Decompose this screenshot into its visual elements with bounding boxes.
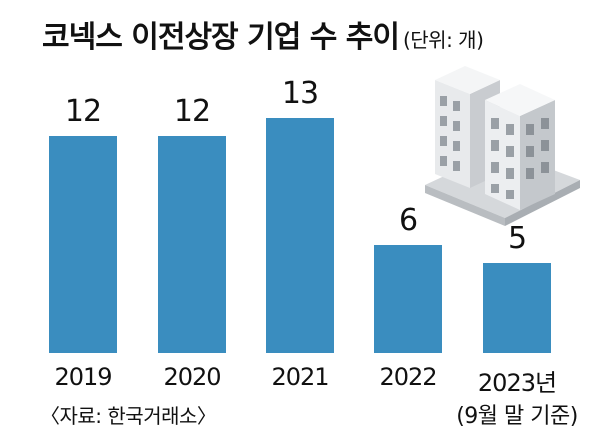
bar-2020 xyxy=(158,136,226,353)
tower-front-front xyxy=(485,100,520,210)
category-label: 2020 xyxy=(163,363,221,391)
source-note: 〈자료: 한국거래소〉 xyxy=(40,404,217,428)
tower-back-roof xyxy=(435,66,500,94)
category-label: 2022 xyxy=(379,363,437,391)
bar-2021 xyxy=(266,118,334,353)
ground-slab-edge xyxy=(425,185,505,226)
category-label: 2021 xyxy=(271,363,329,391)
bar-2019 xyxy=(49,136,117,353)
category-label: 2023년 xyxy=(477,369,557,397)
value-label: 6 xyxy=(398,202,418,238)
tower-front-side xyxy=(520,100,555,210)
category-note: (9월 말 기준) xyxy=(456,404,578,429)
ground-slab-edge-right xyxy=(505,180,580,226)
value-label: 5 xyxy=(507,220,527,256)
unit-label: (단위: 개) xyxy=(402,28,484,52)
value-label: 12 xyxy=(173,94,211,130)
tower-front-side-windows xyxy=(526,118,549,179)
tower-front-windows xyxy=(491,118,514,199)
tower-back-windows xyxy=(440,96,460,171)
value-label: 12 xyxy=(64,94,102,130)
office-buildings-icon xyxy=(425,66,580,226)
bar-2023년 xyxy=(483,262,551,353)
tower-front-roof xyxy=(485,84,555,116)
chart-title: 코넥스 이전상장 기업 수 추이 (단위: 개) xyxy=(42,20,484,55)
category-label: 2019 xyxy=(54,363,112,391)
bar-2022 xyxy=(374,244,442,353)
value-label: 13 xyxy=(281,76,319,111)
